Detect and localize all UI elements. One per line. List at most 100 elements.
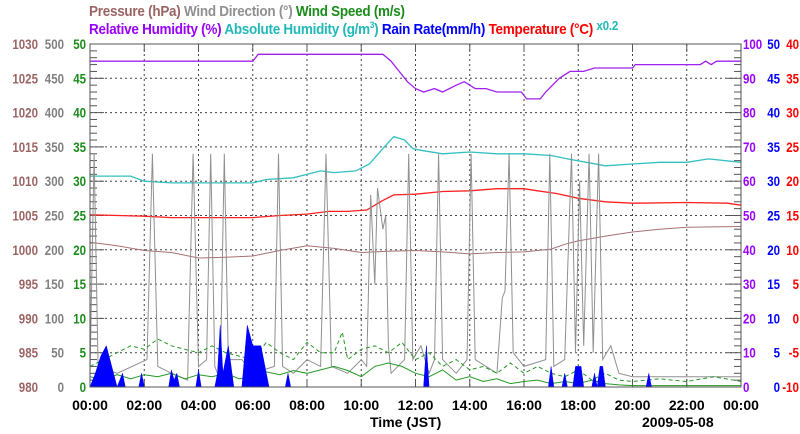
y-tick-label-pressure: 1020	[12, 105, 38, 121]
series-wind-gust-m-s	[89, 330, 742, 383]
y-tick-label-temperature: 30	[786, 105, 799, 121]
series-wind-direction	[89, 153, 741, 381]
legend-relative-humidity: Relative Humidity (%)	[89, 21, 222, 38]
x-tick-label: 00:00	[72, 397, 108, 413]
y-tick-label-pressure: 1025	[12, 70, 38, 86]
y-tick-label-wind-speed: 45	[73, 70, 86, 86]
x-tick-label: 16:00	[506, 397, 542, 413]
y-tick-label-wind-speed: 30	[73, 173, 86, 189]
x-tick-label: 10:00	[343, 397, 379, 413]
plot-frame	[89, 43, 742, 388]
y-tick-label-pressure: 985	[19, 345, 38, 361]
x-tick-label: 04:00	[181, 397, 217, 413]
y-tick-label-wind-speed: 20	[73, 242, 86, 258]
y-tick-label-relative-humidity: 90	[743, 70, 756, 86]
y-tick-label-pressure: 1030	[12, 36, 38, 52]
date-label: 2009-05-08	[642, 414, 714, 430]
y-tick-label-wind-speed: 35	[73, 139, 86, 155]
y-tick-label-rain-rate: 20	[767, 242, 780, 258]
y-tick-label-pressure: 995	[19, 276, 38, 292]
y-tick-label-wind-speed: 0	[80, 379, 87, 395]
legend-absolute-humidity-sup: 3	[369, 20, 375, 30]
legend-line-2: Relative Humidity (%) Absolute Humidity …	[89, 18, 619, 39]
legend-absolute-humidity-close: )	[374, 21, 379, 38]
y-tick-label-relative-humidity: 10	[743, 345, 756, 361]
y-tick-label-relative-humidity: 50	[743, 208, 756, 224]
y-tick-label-rain-rate: 40	[767, 105, 780, 121]
y-tick-label-wind-direction: 350	[45, 139, 64, 155]
y-tick-label-pressure: 1000	[12, 242, 38, 258]
legend-temperature: Temperature (°C)	[488, 21, 594, 38]
y-tick-label-wind-direction: 250	[45, 208, 64, 224]
y-tick-label-pressure: 1010	[12, 173, 38, 189]
y-tick-label-temperature: 35	[786, 70, 799, 86]
y-tick-label-wind-direction: 0	[58, 379, 65, 395]
y-tick-label-temperature: 40	[786, 36, 799, 52]
series-absolute-humidity-g-m-x	[90, 135, 742, 184]
y-tick-label-temperature: 20	[786, 173, 799, 189]
y-tick-label-temperature: 5	[793, 276, 800, 292]
y-tick-label-pressure: 990	[19, 310, 38, 326]
y-tick-label-rain-rate: 45	[767, 70, 780, 86]
x-tick-label: 06:00	[235, 397, 271, 413]
y-tick-label-rain-rate: 50	[767, 36, 780, 52]
series-temperature-c	[89, 188, 742, 219]
y-tick-label-temperature: 10	[786, 242, 799, 258]
y-tick-label-wind-direction: 400	[45, 105, 64, 121]
x-tick-label: 22:00	[669, 397, 705, 413]
y-tick-label-rain-rate: 15	[767, 276, 780, 292]
legend-rain-rate: Rain Rate(mm/h)	[381, 21, 486, 38]
x-tick-label: 18:00	[560, 397, 596, 413]
y-tick-label-rain-rate: 25	[767, 208, 780, 224]
y-tick-label-relative-humidity: 80	[743, 105, 756, 121]
series-relative-humidity	[90, 53, 741, 100]
y-tick-label-temperature: 15	[786, 208, 799, 224]
legend-wind-speed: Wind Speed (m/s)	[295, 3, 405, 20]
y-tick-label-relative-humidity: 100	[743, 36, 762, 52]
legend-scale-note: x0.2	[596, 18, 619, 33]
y-tick-label-pressure: 980	[19, 379, 38, 395]
legend-line-1: Pressure (hPa) Wind Direction (°) Wind S…	[89, 3, 405, 20]
y-tick-label-pressure: 1005	[12, 208, 38, 224]
legend-pressure: Pressure (hPa)	[89, 3, 181, 20]
y-tick-label-temperature: -5	[789, 345, 800, 361]
y-tick-label-temperature: 25	[786, 139, 799, 155]
legend-absolute-humidity-text: Absolute Humidity (g/m	[224, 21, 370, 38]
y-tick-label-wind-direction: 500	[45, 36, 64, 52]
y-tick-label-relative-humidity: 60	[743, 173, 756, 189]
y-tick-label-rain-rate: 5	[774, 345, 781, 361]
y-tick-label-wind-direction: 150	[45, 276, 64, 292]
y-tick-label-temperature: -10	[782, 379, 799, 395]
legend-wind-direction: Wind Direction (°)	[184, 3, 293, 20]
y-tick-label-wind-speed: 15	[73, 276, 86, 292]
y-tick-label-wind-speed: 40	[73, 105, 86, 121]
y-tick-label-wind-direction: 300	[45, 173, 64, 189]
y-tick-label-temperature: 0	[793, 310, 800, 326]
y-tick-label-wind-direction: 50	[51, 345, 64, 361]
y-tick-label-rain-rate: 30	[767, 173, 780, 189]
x-tick-label: 20:00	[615, 397, 651, 413]
y-tick-label-rain-rate: 10	[767, 310, 780, 326]
y-tick-label-wind-speed: 10	[73, 310, 86, 326]
x-tick-label: 08:00	[289, 397, 325, 413]
legend-absolute-humidity: Absolute Humidity (g/m3)	[224, 20, 379, 39]
x-tick-label: 14:00	[452, 397, 488, 413]
y-tick-label-wind-direction: 100	[45, 310, 64, 326]
y-tick-label-relative-humidity: 0	[743, 379, 750, 395]
y-tick-label-rain-rate: 0	[774, 379, 781, 395]
x-axis-title: Time (JST)	[370, 414, 442, 430]
y-tick-label-relative-humidity: 20	[743, 310, 756, 326]
y-tick-label-rain-rate: 35	[767, 139, 780, 155]
x-tick-label: 00:00	[723, 397, 759, 413]
y-tick-label-relative-humidity: 30	[743, 276, 756, 292]
y-tick-label-relative-humidity: 70	[743, 139, 756, 155]
y-tick-label-wind-speed: 5	[80, 345, 87, 361]
y-tick-label-wind-direction: 200	[45, 242, 64, 258]
y-tick-label-relative-humidity: 40	[743, 242, 756, 258]
x-tick-label: 12:00	[398, 397, 434, 413]
x-tick-label: 02:00	[126, 397, 162, 413]
y-tick-label-wind-speed: 50	[73, 36, 86, 52]
y-tick-label-wind-direction: 450	[45, 70, 64, 86]
y-tick-label-wind-speed: 25	[73, 208, 86, 224]
